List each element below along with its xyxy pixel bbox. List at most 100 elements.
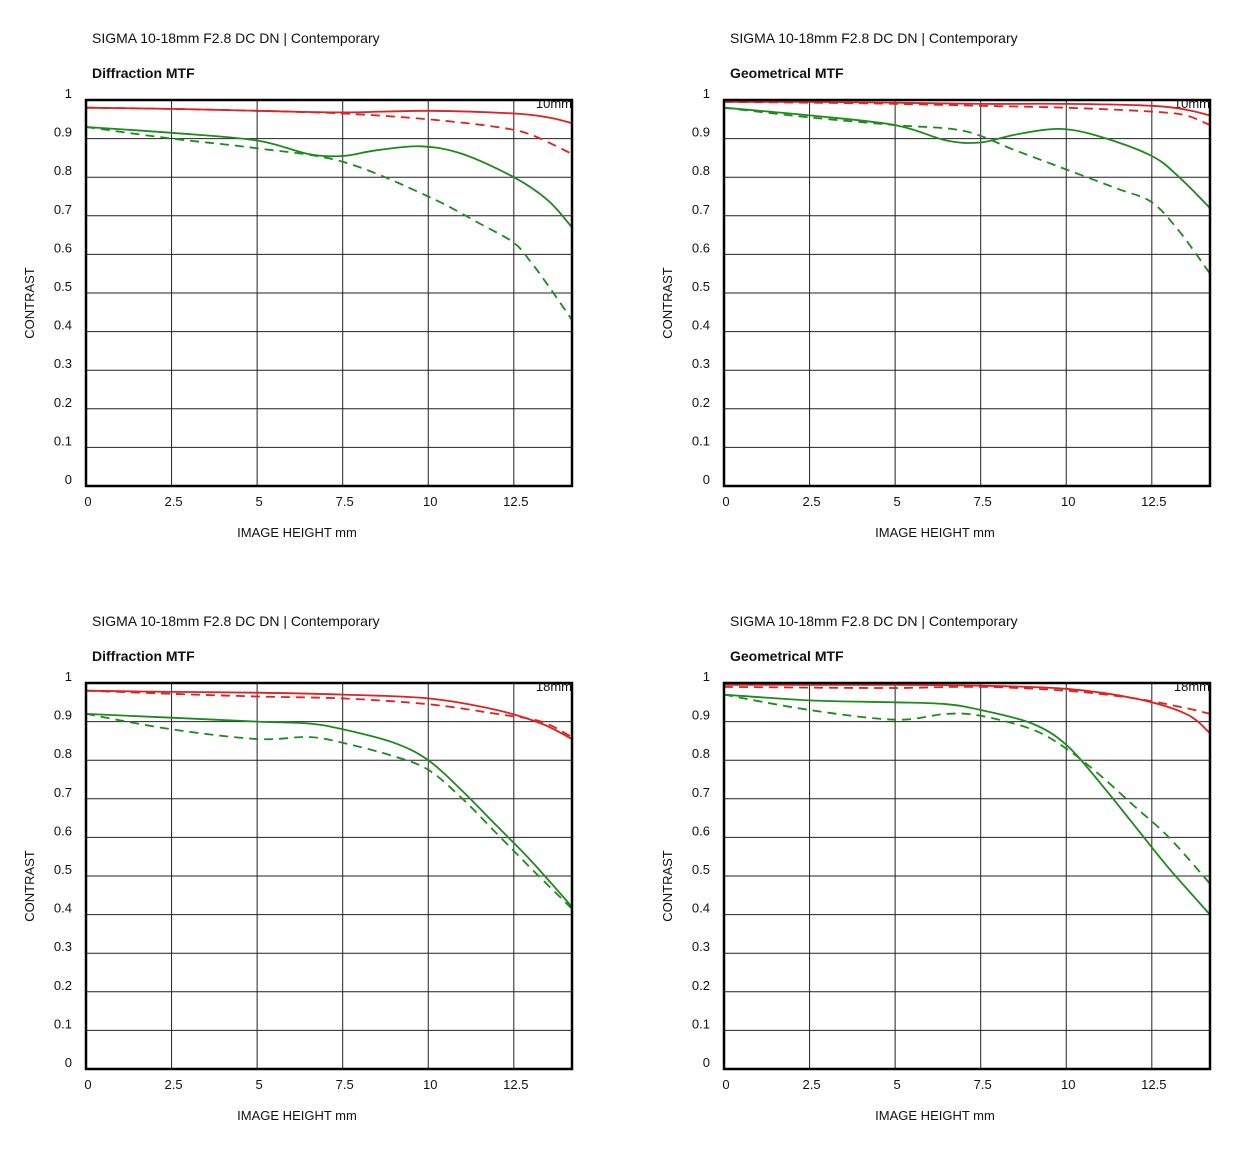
series-line-2 [85,126,573,228]
mtf-panel-diffraction-18mm: SIGMA 10-18mm F2.8 DC DN | Contemporary … [22,601,642,1171]
y-tick-label: 0.8 [54,163,72,178]
chart-subtitle: Diffraction MTF [92,648,195,664]
chart-title: SIGMA 10-18mm F2.8 DC DN | Contemporary [730,30,1018,46]
y-tick-label: 0.6 [54,240,72,255]
x-tick-label: 2.5 [165,494,183,509]
grid-lines [86,100,572,486]
series-line-3 [85,126,573,321]
y-tick-label: 0.2 [692,978,710,993]
series-line-3 [85,713,573,910]
plot-frame [84,681,574,1071]
series-line-2 [723,106,1211,209]
y-tick-label: 0.6 [692,240,710,255]
series-line-0 [723,683,1211,734]
y-axis-label: CONTRAST [22,267,37,339]
x-axis-label: IMAGE HEIGHT mm [875,525,995,540]
mtf-chart: 00.10.20.30.40.50.60.70.80.910 2.5 5 7.5 10 1… [22,669,574,1123]
chart-subtitle: Geometrical MTF [730,65,844,81]
grid-lines [724,100,1210,486]
series-line-1 [723,101,1211,126]
y-tick-label: 0.9 [54,708,72,723]
x-tick-label: 7.5 [974,494,992,509]
y-tick-label: 0.4 [54,318,72,333]
x-tick-label: 5 [894,494,901,509]
y-tick-label: 1 [703,86,710,101]
x-axis-label: IMAGE HEIGHT mm [237,1108,357,1123]
chart-title: SIGMA 10-18mm F2.8 DC DN | Contemporary [92,613,380,629]
series-line-2 [85,713,573,908]
y-tick-label: 0.3 [692,939,710,954]
x-tick-label: 7.5 [974,1077,992,1092]
series-line-0 [723,100,1211,117]
series-line-0 [85,106,573,125]
x-tick-label: 0 [722,494,729,509]
y-tick-label: 0.7 [54,202,72,217]
y-tick-label: 0 [65,472,72,487]
chart-title: SIGMA 10-18mm F2.8 DC DN | Contemporary [92,30,380,46]
x-tick-label: 0 [84,1077,91,1092]
y-tick-label: 0.1 [54,1016,72,1031]
series-line-2 [723,693,1211,916]
x-tick-label: 5 [256,1077,263,1092]
x-tick-label: 12.5 [503,494,528,509]
y-tick-label: 0.8 [54,746,72,761]
x-tick-label: 10 [423,494,437,509]
mtf-panel-diffraction-10mm: SIGMA 10-18mm F2.8 DC DN | Contemporary … [22,18,642,588]
mtf-panel-geometrical-10mm: SIGMA 10-18mm F2.8 DC DN | Contemporary … [660,18,1260,588]
y-tick-label: 0.2 [54,395,72,410]
mtf-chart: 00.10.20.30.40.50.60.70.80.910 2.5 5 7.5 10 1… [660,669,1212,1123]
y-tick-label: 0.2 [54,978,72,993]
y-tick-label: 0.9 [692,125,710,140]
x-tick-label: 10 [1061,1077,1075,1092]
y-tick-label: 0.7 [692,785,710,800]
x-tick-label: 2.5 [803,494,821,509]
grid-lines [724,683,1210,1069]
plot-frame [722,681,1212,1071]
series-line-0 [85,689,573,740]
y-axis-label: CONTRAST [22,850,37,922]
x-tick-label: 12.5 [1141,1077,1166,1092]
y-tick-label: 0.3 [692,356,710,371]
x-tick-label: 2.5 [803,1077,821,1092]
x-tick-label: 2.5 [165,1077,183,1092]
mtf-panel-geometrical-18mm: SIGMA 10-18mm F2.8 DC DN | Contemporary … [660,601,1260,1171]
y-tick-label: 0.1 [692,433,710,448]
chart-subtitle: Diffraction MTF [92,65,195,81]
y-tick-label: 0.5 [692,862,710,877]
y-tick-label: 0.5 [692,279,710,294]
y-tick-label: 0.5 [54,279,72,294]
grid-lines [86,683,572,1069]
series-line-3 [723,106,1211,275]
y-tick-label: 0.3 [54,356,72,371]
y-tick-label: 1 [703,669,710,684]
plot-frame [722,98,1212,488]
y-tick-label: 0.8 [692,746,710,761]
y-tick-label: 0.4 [692,318,710,333]
x-tick-label: 0 [722,1077,729,1092]
series-line-3 [723,693,1211,885]
series-line-1 [85,106,573,155]
y-tick-label: 0.2 [692,395,710,410]
x-tick-label: 12.5 [503,1077,528,1092]
y-tick-label: 0.7 [692,202,710,217]
x-axis-label: IMAGE HEIGHT mm [237,525,357,540]
y-axis-label: CONTRAST [660,267,675,339]
y-tick-label: 0.7 [54,785,72,800]
y-axis-label: CONTRAST [660,850,675,922]
x-tick-label: 10 [423,1077,437,1092]
y-tick-label: 0.9 [692,708,710,723]
y-tick-label: 0.8 [692,163,710,178]
y-tick-label: 0.9 [54,125,72,140]
plot-frame [84,98,574,488]
y-tick-label: 0 [65,1055,72,1070]
y-tick-label: 0.3 [54,939,72,954]
chart-title: SIGMA 10-18mm F2.8 DC DN | Contemporary [730,613,1018,629]
y-tick-label: 0.6 [54,823,72,838]
series-line-1 [723,685,1211,715]
y-tick-label: 1 [65,669,72,684]
y-tick-label: 0 [703,472,710,487]
chart-subtitle: Geometrical MTF [730,648,844,664]
x-axis-label: IMAGE HEIGHT mm [875,1108,995,1123]
x-tick-label: 5 [256,494,263,509]
series-line-1 [85,689,573,738]
